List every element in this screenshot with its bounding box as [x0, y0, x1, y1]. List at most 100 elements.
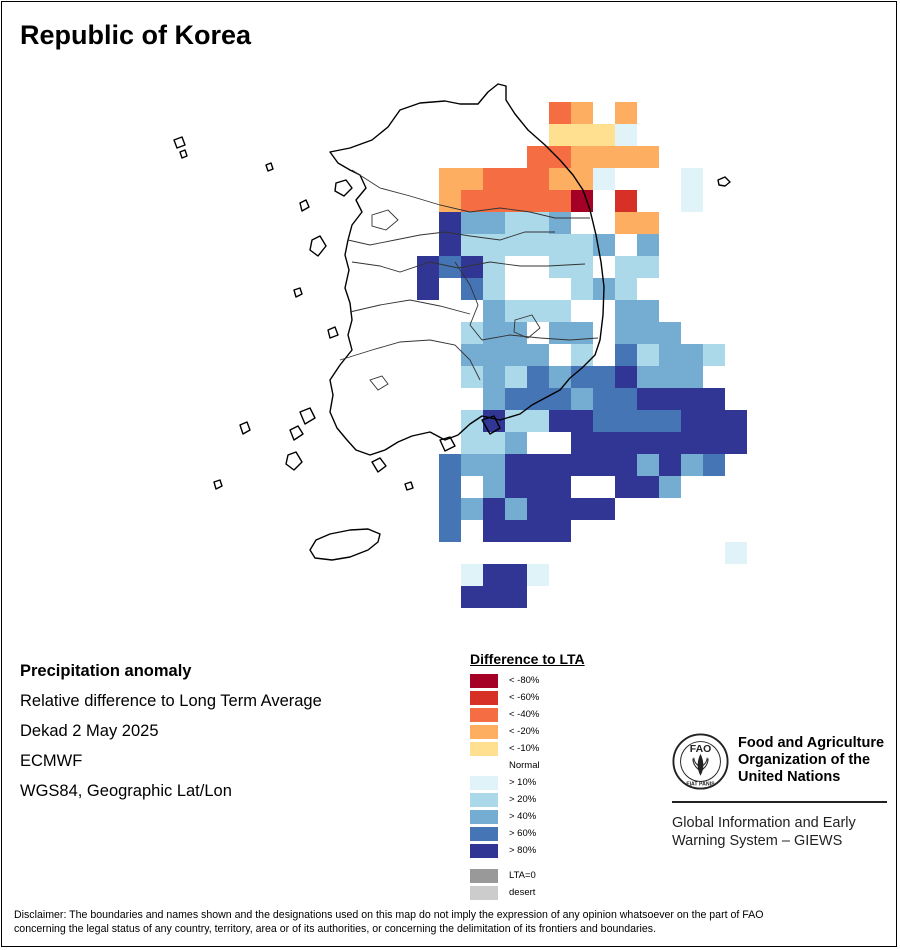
legend-label: > 10% — [509, 777, 537, 788]
grid-cell — [461, 432, 483, 454]
grid-cell — [571, 124, 593, 146]
legend-swatch — [470, 759, 498, 773]
grid-cell — [505, 564, 527, 586]
grid-cell — [681, 410, 703, 432]
boundary-gyeongbuk — [481, 334, 599, 341]
boundary-jeonnam — [339, 339, 481, 381]
legend-label: > 60% — [509, 828, 537, 839]
sw-islet-3 — [285, 451, 303, 471]
grid-cell — [703, 410, 725, 432]
grid-cell — [505, 234, 527, 256]
organization-divider — [672, 801, 887, 803]
grid-cell — [505, 454, 527, 476]
grid-cell — [527, 344, 549, 366]
legend-class-8: > 40% — [470, 808, 585, 825]
grid-cell — [549, 388, 571, 410]
boundary-chungbuk — [454, 261, 483, 341]
map-info-block: Precipitation anomaly Relative differenc… — [20, 656, 322, 806]
grid-cell — [593, 366, 615, 388]
legend-label: < -10% — [509, 743, 540, 754]
jeju-island-outline — [309, 528, 381, 561]
grid-cell — [527, 212, 549, 234]
geoje-island — [481, 415, 501, 435]
grid-cell — [461, 366, 483, 388]
grid-cell — [725, 542, 747, 564]
grid-cell — [615, 366, 637, 388]
sw-islet-5 — [213, 479, 223, 490]
grid-cell — [505, 366, 527, 388]
grid-cell — [615, 102, 637, 124]
grid-cell — [549, 234, 571, 256]
mainland-outline — [329, 83, 605, 456]
legend-class-5: Normal — [470, 757, 585, 774]
grid-cell — [593, 498, 615, 520]
grid-cell — [417, 278, 439, 300]
grid-cell — [615, 278, 637, 300]
legend-swatch — [470, 674, 498, 688]
grid-cell — [593, 124, 615, 146]
grid-cell — [681, 432, 703, 454]
grid-cell — [681, 388, 703, 410]
grid-cell — [505, 300, 527, 322]
grid-cell — [483, 344, 505, 366]
variable-description: Relative difference to Long Term Average — [20, 692, 322, 710]
grid-cell — [527, 190, 549, 212]
projection: WGS84, Geographic Lat/Lon — [20, 782, 232, 800]
grid-cell — [637, 234, 659, 256]
sw-islet-1 — [299, 407, 316, 425]
legend-label: < -40% — [509, 709, 540, 720]
organization-name-line2: Organization of the — [738, 752, 871, 768]
grid-cell — [659, 454, 681, 476]
legend-label: < -20% — [509, 726, 540, 737]
grid-cell — [505, 498, 527, 520]
sw-islet-2 — [289, 425, 304, 441]
grid-cell — [549, 146, 571, 168]
boundary-gwangju — [369, 375, 389, 391]
precipitation-anomaly-map — [173, 83, 747, 608]
legend-swatch — [470, 742, 498, 756]
grid-cell — [439, 212, 461, 234]
grid-cell — [703, 454, 725, 476]
legend-class-9: > 60% — [470, 825, 585, 842]
boundary-gyeonggi — [347, 231, 555, 246]
grid-cell — [527, 454, 549, 476]
grid-cell — [637, 344, 659, 366]
grid-cell — [549, 256, 571, 278]
legend-class-2: < -40% — [470, 706, 585, 723]
grid-cell — [571, 256, 593, 278]
grid-cell — [505, 432, 527, 454]
grid-cell — [571, 102, 593, 124]
grid-cell — [637, 212, 659, 234]
system-name: Global Information and Early Warning Sys… — [672, 814, 856, 850]
legend: Difference to LTA < -80% < -60% < -40% < -2… — [470, 651, 585, 901]
fao-logo-motto: FIAT PANIS — [686, 781, 715, 787]
grid-cell — [637, 146, 659, 168]
legend-swatch — [470, 793, 498, 807]
grid-cell — [659, 322, 681, 344]
grid-cell — [659, 366, 681, 388]
grid-cell — [593, 454, 615, 476]
grid-cell — [615, 212, 637, 234]
grid-cell — [483, 476, 505, 498]
map-title: Republic of Korea — [20, 20, 252, 50]
grid-cell — [615, 432, 637, 454]
legend-label: Normal — [509, 760, 540, 771]
south-islet-2 — [404, 481, 414, 491]
legend-label: > 20% — [509, 794, 537, 805]
grid-cell — [461, 322, 483, 344]
legend-class-0: < -80% — [470, 672, 585, 689]
grid-cell — [593, 146, 615, 168]
grid-cell — [615, 410, 637, 432]
legend-label: > 40% — [509, 811, 537, 822]
legend-swatch — [470, 776, 498, 790]
grid-cell — [483, 432, 505, 454]
legend-class-10: > 80% — [470, 842, 585, 859]
grid-cell — [483, 256, 505, 278]
grid-cell — [549, 212, 571, 234]
grid-cell — [681, 190, 703, 212]
boundary-gangwon — [351, 169, 590, 219]
legend-swatch — [470, 844, 498, 858]
grid-cell — [483, 520, 505, 542]
grid-cell — [571, 344, 593, 366]
grid-cell — [527, 234, 549, 256]
